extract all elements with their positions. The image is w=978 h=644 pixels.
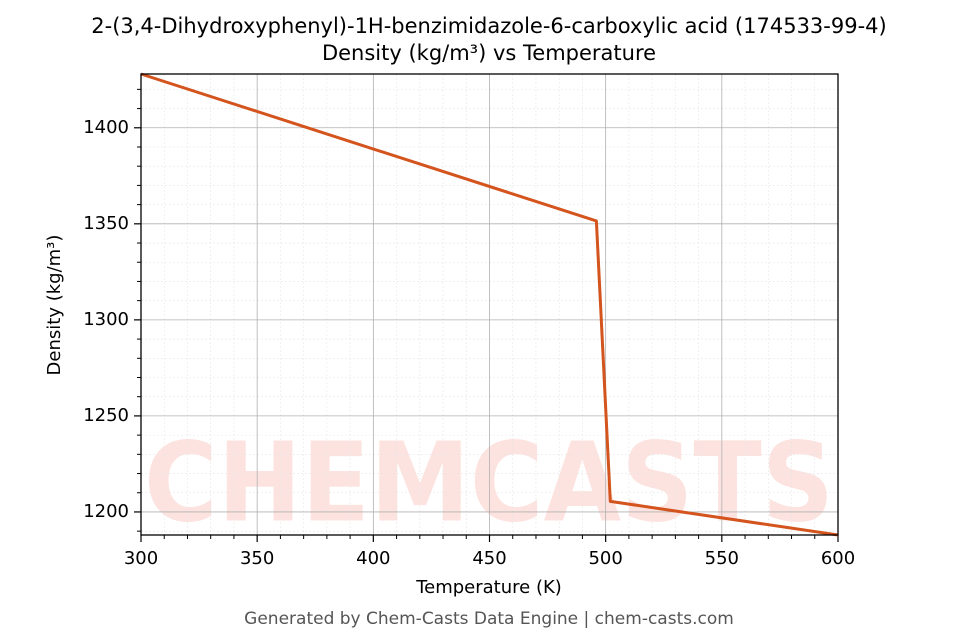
footer: Generated by Chem-Casts Data Engine | ch…: [244, 609, 734, 629]
y-tick-label: 1400: [83, 117, 129, 138]
watermark: CHEMCASTS: [144, 418, 834, 546]
y-tick-label: 1300: [83, 309, 129, 330]
x-tick-label: 500: [588, 548, 622, 569]
y-tick-label: 1250: [83, 405, 129, 426]
data-line: [140, 72, 839, 537]
x-axis-label: Temperature (K): [415, 577, 562, 598]
x-tick-label: 350: [240, 548, 274, 569]
chart-title: 2-(3,4-Dihydroxyphenyl)-1H-benzimidazole…: [91, 14, 886, 38]
y-tick-label: 1200: [83, 501, 129, 522]
y-tick-label: 1350: [83, 213, 129, 234]
plot-frame: [140, 73, 839, 536]
x-tick-label: 400: [356, 548, 390, 569]
x-tick-label: 600: [821, 548, 855, 569]
x-tick-label: 550: [705, 548, 739, 569]
x-tick-label: 450: [472, 548, 506, 569]
x-tick-label: 300: [124, 548, 158, 569]
chart-subtitle: Density (kg/m³) vs Temperature: [322, 41, 656, 65]
y-axis-label: Density (kg/m³): [44, 235, 65, 376]
